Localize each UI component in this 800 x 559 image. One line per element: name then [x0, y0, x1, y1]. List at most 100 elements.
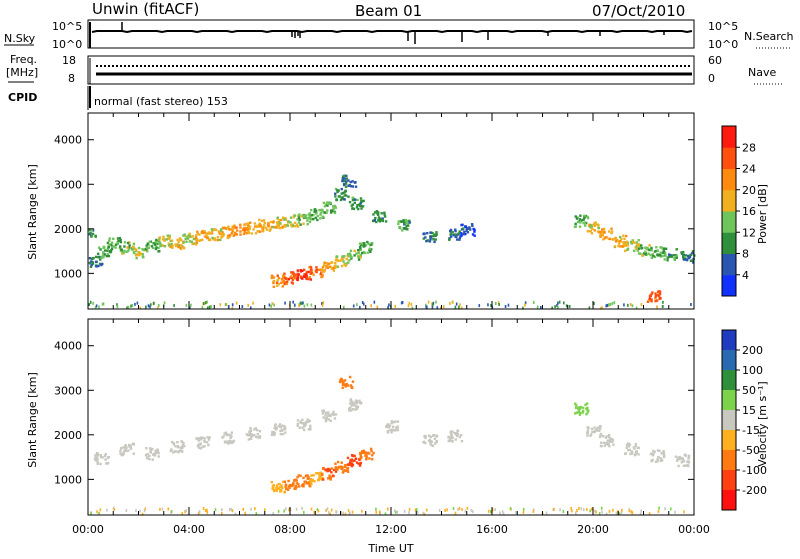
ground-scatter-point: [442, 305, 445, 309]
data-point: [372, 213, 375, 216]
data-point: [625, 234, 628, 238]
data-point: [330, 467, 333, 470]
data-point: [334, 187, 338, 191]
data-point: [449, 233, 452, 236]
data-point: [662, 251, 665, 254]
data-point: [255, 435, 258, 439]
data-point: [281, 274, 285, 277]
cpid-strip: CPID normal (fast stereo) 153: [8, 86, 228, 110]
data-point: [102, 256, 105, 259]
ground-scatter-point: [102, 302, 105, 306]
ground-scatter-point: [575, 511, 577, 515]
data-point: [305, 275, 309, 278]
data-point: [199, 239, 202, 242]
data-point: [608, 445, 611, 448]
data-point: [648, 248, 651, 252]
data-point: [583, 221, 587, 224]
data-point: [177, 240, 180, 243]
data-point: [657, 455, 660, 459]
data-point: [305, 272, 308, 275]
data-point: [364, 451, 367, 454]
data-point: [177, 244, 180, 247]
data-point: [449, 235, 453, 238]
data-point: [341, 255, 344, 258]
ground-scatter-point: [407, 304, 410, 308]
data-point: [124, 446, 128, 450]
data-point: [304, 214, 308, 217]
data-point: [170, 448, 173, 451]
data-point: [655, 246, 658, 249]
data-point: [345, 262, 348, 265]
data-point: [351, 180, 354, 183]
data-point: [103, 454, 107, 458]
nsearch-label: N.Search: [744, 30, 794, 43]
data-point: [633, 249, 636, 252]
data-point: [673, 257, 676, 260]
ground-scatter-point: [356, 303, 358, 307]
data-point: [284, 218, 288, 221]
data-point: [299, 421, 302, 424]
data-point: [348, 375, 352, 379]
data-point: [343, 465, 347, 468]
data-point: [402, 219, 405, 222]
data-point: [288, 483, 292, 487]
ground-scatter-point: [316, 508, 319, 512]
data-point: [656, 290, 660, 294]
data-point: [422, 441, 425, 444]
data-point: [448, 438, 452, 442]
data-point: [656, 458, 659, 461]
data-point: [602, 435, 605, 438]
data-point: [333, 417, 337, 420]
data-point: [274, 226, 277, 229]
data-point: [278, 482, 281, 486]
data-point: [619, 245, 622, 248]
data-point: [349, 249, 353, 252]
data-point: [627, 448, 630, 452]
data-point: [122, 452, 125, 455]
data-point: [260, 226, 264, 229]
data-point: [460, 228, 464, 231]
data-point: [343, 469, 347, 472]
data-point: [232, 225, 236, 228]
data-point: [111, 245, 114, 248]
ground-scatter-point: [427, 300, 430, 304]
data-point: [114, 246, 117, 249]
data-point: [361, 205, 365, 208]
data-point: [593, 429, 596, 432]
ground-scatter-point: [330, 508, 333, 512]
data-point: [659, 457, 662, 460]
data-point: [586, 426, 590, 429]
velocity-data-marks: [90, 375, 691, 516]
ground-scatter-point: [580, 507, 583, 511]
ground-scatter-point: [254, 507, 256, 511]
data-point: [280, 484, 283, 487]
data-point: [617, 244, 620, 248]
ground-scatter-point: [435, 300, 437, 304]
nsky-tick-top: 10^5: [52, 20, 82, 33]
data-point: [290, 271, 293, 274]
data-point: [182, 241, 185, 244]
ground-scatter-point: [277, 509, 280, 513]
ground-scatter-point: [92, 301, 94, 305]
colorbar-tick-label: -200: [742, 484, 767, 497]
data-point: [174, 243, 177, 246]
data-point: [462, 232, 466, 236]
data-point: [135, 256, 138, 260]
data-point: [359, 457, 362, 460]
data-point: [179, 239, 182, 242]
data-point: [277, 276, 281, 280]
data-point: [618, 235, 622, 239]
data-point: [151, 453, 155, 456]
data-point: [337, 189, 340, 192]
data-point: [205, 233, 208, 237]
data-point: [387, 423, 390, 426]
data-point: [286, 488, 290, 491]
data-point: [253, 222, 257, 225]
data-point: [343, 177, 346, 180]
data-point: [91, 232, 95, 236]
data-point: [460, 439, 464, 443]
data-point: [301, 426, 304, 429]
data-point: [433, 437, 437, 441]
data-point: [362, 199, 365, 203]
data-point: [353, 401, 356, 405]
